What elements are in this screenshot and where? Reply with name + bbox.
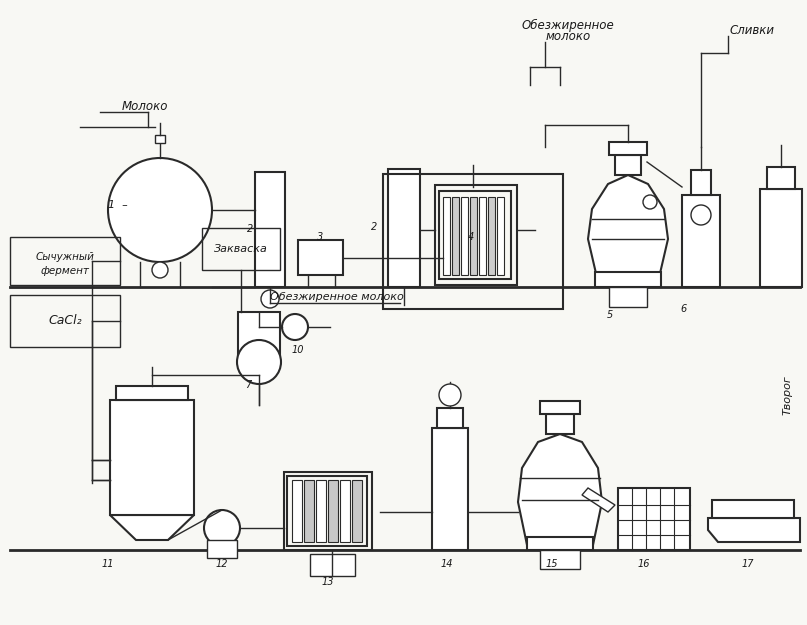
- Circle shape: [691, 205, 711, 225]
- Circle shape: [237, 340, 281, 384]
- Bar: [255, 172, 285, 287]
- Polygon shape: [588, 175, 668, 282]
- Bar: [461, 197, 468, 275]
- Circle shape: [108, 158, 212, 262]
- Bar: [328, 480, 338, 542]
- Bar: [116, 386, 188, 400]
- Bar: [497, 197, 504, 275]
- Bar: [712, 500, 794, 518]
- Polygon shape: [518, 434, 602, 545]
- Polygon shape: [708, 518, 800, 542]
- Text: Обезжиренное молоко: Обезжиренное молоко: [270, 292, 404, 302]
- Text: 12: 12: [215, 559, 228, 569]
- Bar: [110, 400, 194, 515]
- Circle shape: [643, 195, 657, 209]
- Bar: [316, 480, 326, 542]
- Text: 4: 4: [468, 232, 475, 242]
- Bar: [682, 195, 720, 287]
- Text: Сычужный: Сычужный: [36, 252, 94, 262]
- Circle shape: [204, 510, 240, 546]
- Polygon shape: [582, 488, 615, 512]
- Bar: [437, 408, 463, 428]
- Text: 5: 5: [607, 310, 613, 320]
- Bar: [470, 197, 477, 275]
- Bar: [298, 240, 343, 275]
- Bar: [202, 228, 280, 270]
- Text: 6: 6: [681, 304, 687, 314]
- Text: 7: 7: [245, 380, 251, 390]
- Bar: [340, 480, 350, 542]
- Bar: [546, 414, 574, 434]
- Text: фермент: фермент: [40, 266, 90, 276]
- Bar: [292, 480, 302, 542]
- Circle shape: [152, 262, 168, 278]
- Text: 2: 2: [247, 224, 253, 234]
- Text: 3: 3: [317, 232, 323, 242]
- Bar: [488, 197, 495, 275]
- Bar: [452, 197, 459, 275]
- Bar: [540, 401, 580, 414]
- Text: Молоко: Молоко: [122, 99, 168, 112]
- Bar: [287, 476, 367, 546]
- Text: 15: 15: [546, 559, 558, 569]
- Text: Обезжиренное: Обезжиренное: [521, 19, 614, 31]
- Text: молоко: молоко: [546, 31, 591, 44]
- Bar: [238, 312, 280, 360]
- Text: 13: 13: [322, 577, 334, 587]
- Bar: [304, 480, 314, 542]
- Text: 14: 14: [441, 559, 454, 569]
- Circle shape: [261, 290, 279, 308]
- Text: Закваска: Закваска: [214, 244, 268, 254]
- Bar: [435, 185, 517, 285]
- Bar: [595, 272, 661, 287]
- Bar: [10, 295, 120, 347]
- Bar: [760, 189, 802, 287]
- Bar: [207, 540, 237, 558]
- Circle shape: [439, 384, 461, 406]
- Text: Творог: Творог: [783, 375, 793, 415]
- Bar: [618, 488, 690, 550]
- Text: 17: 17: [742, 559, 755, 569]
- Text: 1  –: 1 –: [108, 200, 128, 210]
- Text: 11: 11: [102, 559, 115, 569]
- Bar: [352, 480, 362, 542]
- Text: 16: 16: [638, 559, 650, 569]
- Bar: [155, 135, 165, 143]
- Bar: [609, 287, 647, 307]
- Text: CaCl₂: CaCl₂: [48, 314, 82, 328]
- Bar: [609, 142, 647, 155]
- Circle shape: [282, 314, 308, 340]
- Text: Сливки: Сливки: [730, 24, 775, 36]
- Bar: [767, 167, 795, 189]
- Bar: [527, 537, 593, 550]
- Bar: [284, 472, 372, 550]
- Bar: [443, 197, 450, 275]
- Bar: [310, 554, 355, 576]
- Bar: [388, 169, 420, 287]
- Bar: [691, 170, 711, 195]
- Text: 10: 10: [292, 345, 304, 355]
- Bar: [432, 428, 468, 550]
- Bar: [479, 197, 486, 275]
- Bar: [540, 550, 580, 569]
- Polygon shape: [110, 515, 194, 540]
- Bar: [439, 191, 511, 279]
- Bar: [10, 237, 120, 285]
- Bar: [615, 155, 641, 175]
- Text: 2: 2: [371, 222, 377, 232]
- Bar: [383, 174, 563, 309]
